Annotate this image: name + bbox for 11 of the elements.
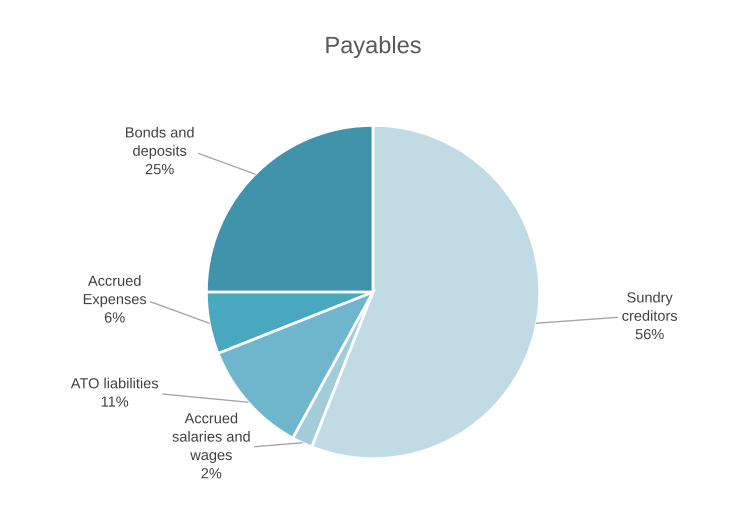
slice-label: Accrued salaries and wages: [172, 412, 250, 463]
slice-label: Sundry creditors: [622, 292, 678, 321]
data-label: 2%: [202, 468, 222, 478]
data-label: 25%: [146, 164, 174, 174]
slice-label: ATO liabilities: [70, 378, 158, 388]
data-label: 6%: [104, 312, 125, 323]
data-label: 11%: [102, 396, 128, 407]
slice-label: Accrued Expenses: [84, 275, 146, 308]
data-label: 56%: [636, 328, 664, 340]
slice-label: Bonds and deposits: [126, 126, 194, 159]
chart-title: Payables: [326, 36, 421, 58]
